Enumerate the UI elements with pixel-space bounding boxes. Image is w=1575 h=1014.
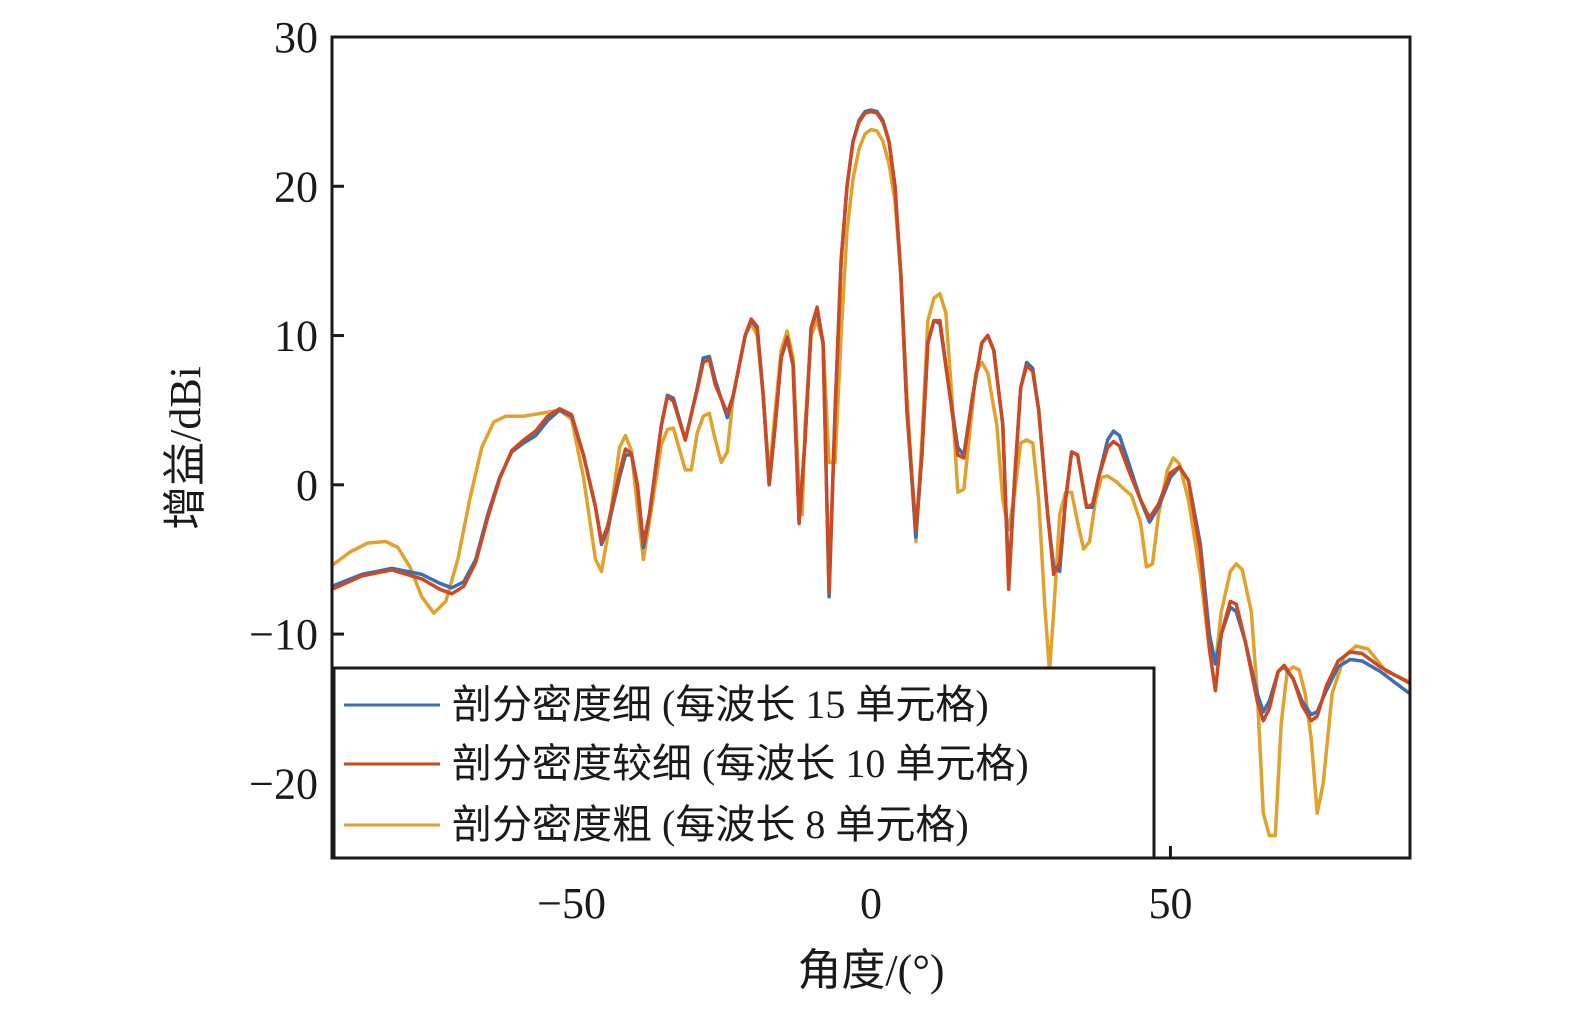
series-line [332, 108, 1410, 717]
x-axis-title: 角度/(°) [797, 946, 944, 995]
series-line [332, 109, 1410, 723]
y-tick-label: 20 [274, 162, 318, 211]
legend-box [332, 666, 1156, 860]
x-tick-label: 0 [860, 879, 882, 928]
y-tick-label: 0 [296, 461, 318, 510]
y-tick-label: −10 [249, 610, 318, 659]
y-axis: 30 20 10 0 −10 −20 [249, 13, 344, 808]
y-tick-label: 30 [274, 13, 318, 62]
plot-lines [332, 108, 1410, 838]
x-tick-label: −50 [537, 879, 606, 928]
legend-label-fine: 剖分密度细 (每波长 15 单元格) [452, 682, 989, 727]
legend-label-medium: 剖分密度较细 (每波长 10 单元格) [452, 741, 1029, 786]
x-tick-label: 50 [1148, 879, 1192, 928]
legend-label-coarse: 剖分密度粗 (每波长 8 单元格) [452, 802, 969, 847]
legend: 剖分密度细 (每波长 15 单元格) 剖分密度较细 (每波长 10 单元格) 剖… [332, 666, 1156, 860]
y-axis-title: 增益/dBi [161, 366, 210, 530]
y-tick-label: −20 [249, 759, 318, 808]
y-tick-label: 10 [274, 312, 318, 361]
